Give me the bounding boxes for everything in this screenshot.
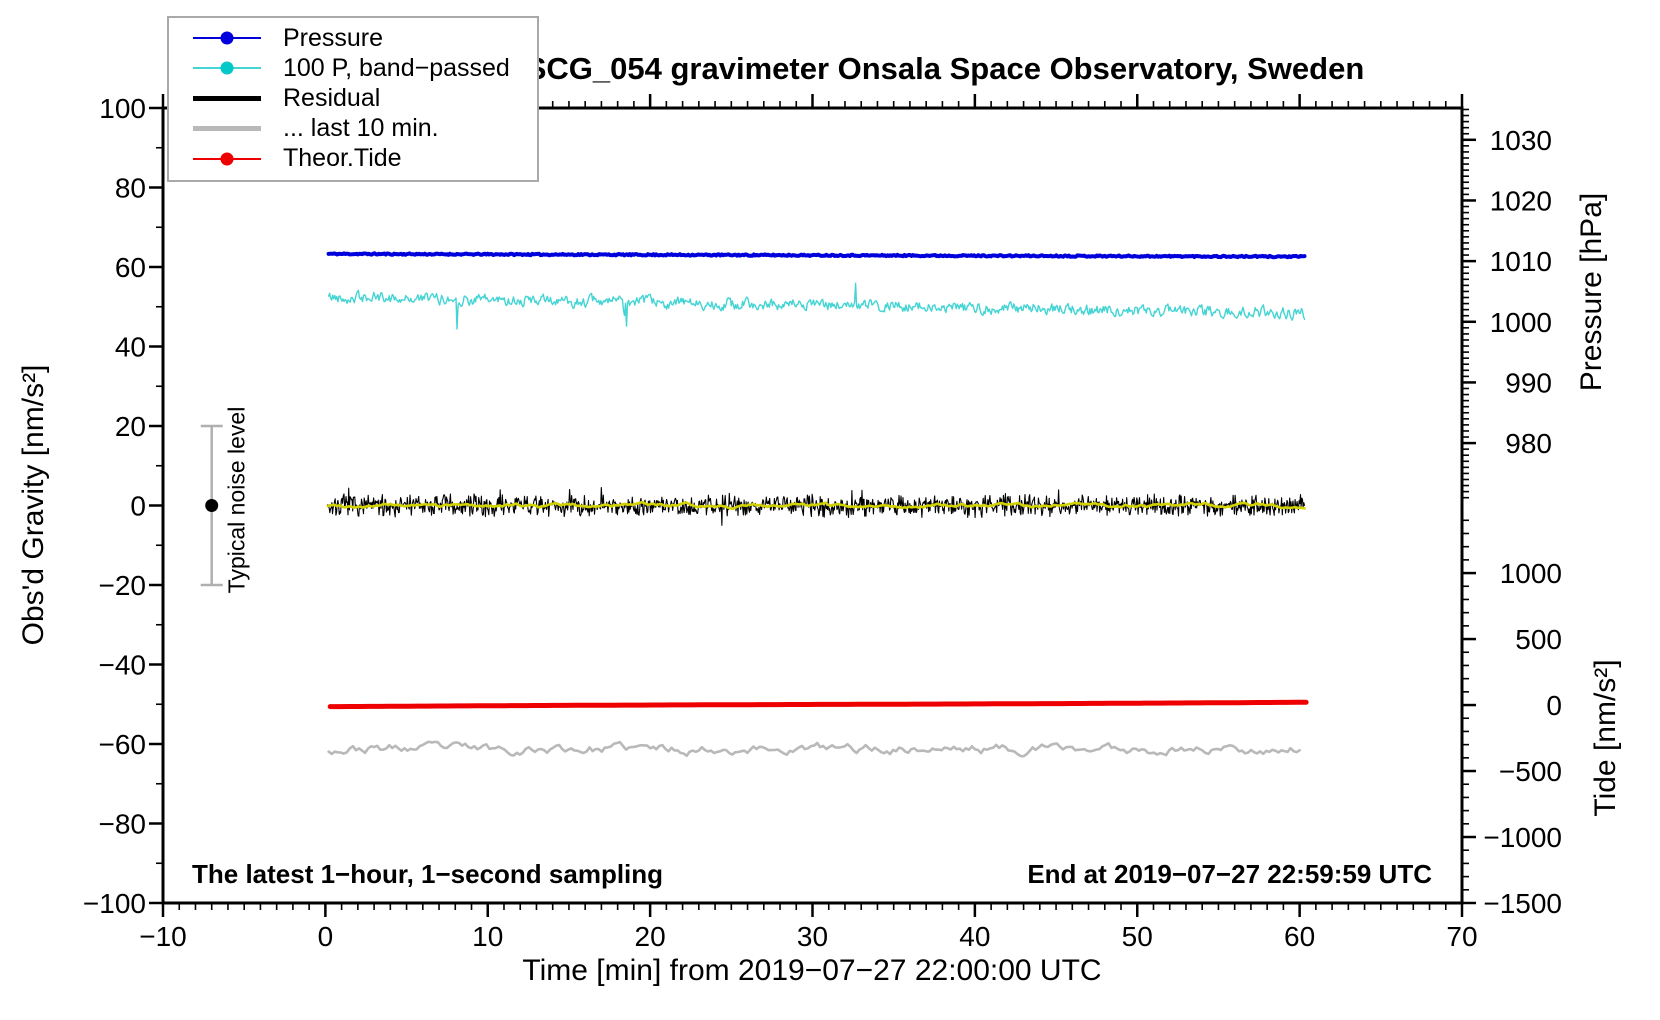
noise-level-label: Typical noise level bbox=[223, 406, 250, 594]
legend-item-theortide: Theor.Tide bbox=[169, 144, 537, 174]
legend-label: 100 P, band−passed bbox=[283, 53, 510, 82]
svg-text:80: 80 bbox=[115, 173, 146, 204]
svg-text:20: 20 bbox=[115, 411, 146, 442]
svg-text:−1500: −1500 bbox=[1483, 888, 1562, 919]
svg-text:50: 50 bbox=[1122, 921, 1153, 952]
x-axis-title: Time [min] from 2019−07−27 22:00:00 UTC bbox=[522, 954, 1102, 987]
legend-label: Theor.Tide bbox=[283, 144, 402, 173]
chart-title: SCG_054 gravimeter Onsala Space Observat… bbox=[525, 51, 1365, 86]
svg-text:990: 990 bbox=[1505, 367, 1552, 398]
y-axis-title-tide: Tide [nm/s²] bbox=[1589, 659, 1622, 817]
svg-text:60: 60 bbox=[1284, 921, 1315, 952]
svg-text:1010: 1010 bbox=[1490, 246, 1552, 277]
svg-text:20: 20 bbox=[635, 921, 666, 952]
svg-text:30: 30 bbox=[797, 921, 828, 952]
pressure-line-swatch-icon bbox=[193, 31, 261, 45]
bandpassed-line-swatch-icon bbox=[193, 61, 261, 75]
svg-text:0: 0 bbox=[318, 921, 334, 952]
svg-text:0: 0 bbox=[130, 491, 146, 522]
legend-label: ... last 10 min. bbox=[283, 114, 439, 143]
svg-text:10: 10 bbox=[472, 921, 503, 952]
svg-text:500: 500 bbox=[1515, 624, 1562, 655]
legend-item-pressure: Pressure bbox=[169, 23, 537, 53]
last10min-line-swatch-icon bbox=[193, 126, 261, 132]
svg-text:980: 980 bbox=[1505, 428, 1552, 459]
legend-label: Residual bbox=[283, 83, 381, 112]
svg-text:−40: −40 bbox=[99, 650, 147, 681]
annotation-end-time: End at 2019−07−27 22:59:59 UTC bbox=[1027, 859, 1432, 889]
legend-item-residual: Residual bbox=[169, 83, 537, 113]
svg-text:−100: −100 bbox=[83, 888, 146, 919]
svg-text:−500: −500 bbox=[1499, 756, 1562, 787]
svg-text:0: 0 bbox=[1546, 690, 1562, 721]
svg-text:−20: −20 bbox=[99, 570, 147, 601]
svg-text:40: 40 bbox=[115, 332, 146, 363]
theortide-line-swatch-icon bbox=[193, 152, 261, 166]
svg-text:1000: 1000 bbox=[1490, 307, 1552, 338]
legend-item-bandpassed: 100 P, band−passed bbox=[169, 53, 537, 83]
chart-legend: Pressure 100 P, band−passed Residual ...… bbox=[167, 16, 539, 182]
svg-text:1000: 1000 bbox=[1500, 558, 1562, 589]
y-axis-title-gravity: Obs'd Gravity [nm/s²] bbox=[17, 364, 50, 646]
svg-text:100: 100 bbox=[99, 93, 146, 124]
legend-item-last10min: ... last 10 min. bbox=[169, 114, 537, 144]
svg-text:60: 60 bbox=[115, 252, 146, 283]
svg-text:−10: −10 bbox=[139, 921, 187, 952]
legend-label: Pressure bbox=[283, 23, 384, 52]
svg-text:−80: −80 bbox=[99, 809, 147, 840]
svg-text:40: 40 bbox=[959, 921, 990, 952]
svg-text:−60: −60 bbox=[99, 729, 147, 760]
svg-text:70: 70 bbox=[1446, 921, 1477, 952]
residual-line-swatch-icon bbox=[193, 95, 261, 101]
y-axis-title-pressure: Pressure [hPa] bbox=[1575, 192, 1608, 392]
annotation-sampling-info: The latest 1−hour, 1−second sampling bbox=[192, 859, 664, 889]
svg-text:1020: 1020 bbox=[1490, 185, 1552, 216]
svg-text:−1000: −1000 bbox=[1483, 822, 1562, 853]
svg-text:1030: 1030 bbox=[1490, 125, 1552, 156]
